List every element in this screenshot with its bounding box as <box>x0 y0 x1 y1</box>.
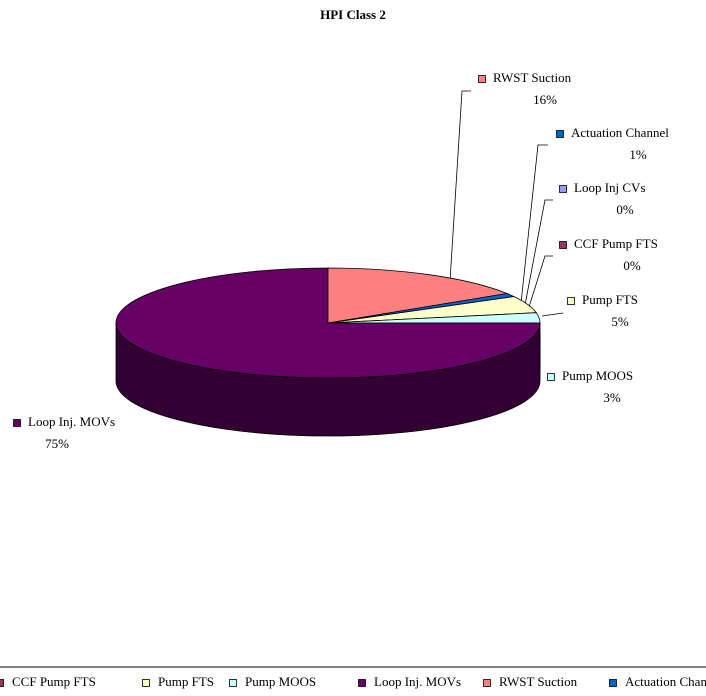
pie-slice <box>327 267 509 324</box>
data-label-value: 1% <box>629 147 647 162</box>
label-swatch <box>556 130 564 138</box>
legend-label: RWST Suction <box>499 674 578 689</box>
label-swatch <box>547 373 555 381</box>
chart-title: HPI Class 2 <box>320 7 386 22</box>
data-label-value: 16% <box>533 92 557 107</box>
legend-label: Pump FTS <box>158 674 214 689</box>
data-label-value: 5% <box>611 314 629 329</box>
legend-label: CCF Pump FTS <box>12 674 96 689</box>
data-label-name: Loop Inj CVs <box>574 180 646 195</box>
data-label-name: Pump FTS <box>582 292 638 307</box>
legend-swatch <box>142 679 150 687</box>
data-label-name: CCF Pump FTS <box>574 236 658 251</box>
pie-slice <box>115 267 541 379</box>
legend-swatch <box>483 679 491 687</box>
label-swatch <box>559 185 567 193</box>
data-label-value: 0% <box>616 202 634 217</box>
data-label-value: 3% <box>603 390 621 405</box>
legend-label: Actuation Channel <box>625 674 706 689</box>
data-label-value: 75% <box>45 436 69 451</box>
legend-swatch <box>229 679 237 687</box>
pie <box>115 267 541 437</box>
pie-slice <box>327 293 516 324</box>
legend-label: Loop Inj. MOVs <box>374 674 461 689</box>
data-label-name: Loop Inj. MOVs <box>28 414 115 429</box>
legend-swatch <box>358 679 366 687</box>
label-swatch <box>559 241 567 249</box>
data-label-name: RWST Suction <box>493 70 572 85</box>
legend-swatch <box>0 679 4 687</box>
label-swatch <box>478 75 486 83</box>
data-label-value: 0% <box>623 258 641 273</box>
legend-label: Pump MOOS <box>245 674 316 689</box>
data-label-name: Actuation Channel <box>571 125 669 140</box>
legend-swatch <box>609 679 617 687</box>
data-label-name: Pump MOOS <box>562 368 633 383</box>
label-swatch <box>13 419 21 427</box>
label-swatch <box>567 297 575 305</box>
